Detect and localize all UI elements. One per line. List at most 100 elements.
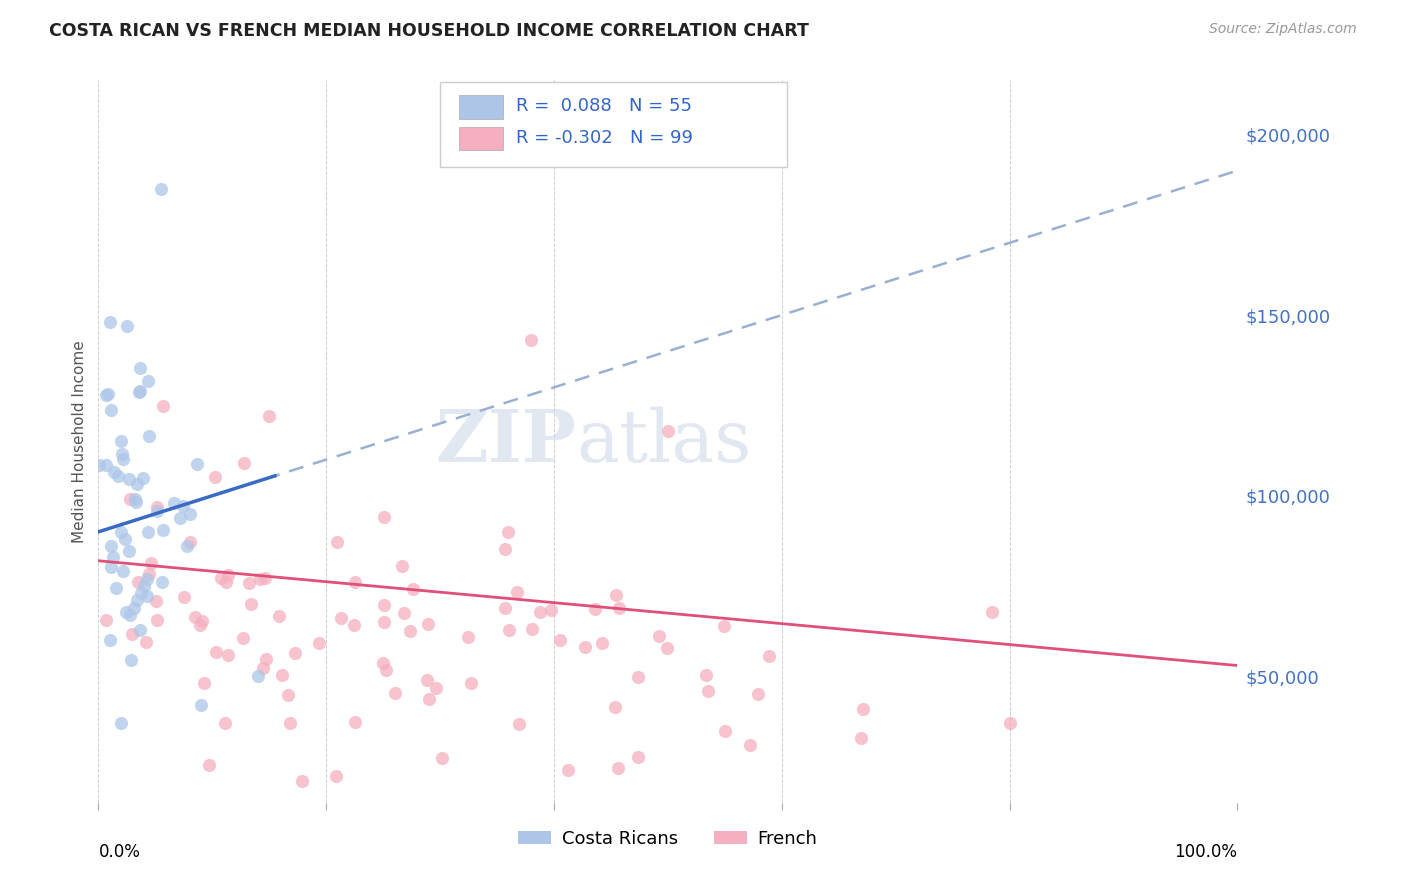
- Point: [132, 471, 155, 485]
- Point: [124, 491, 146, 506]
- Point: [110, 716, 132, 731]
- Point: [238, 576, 260, 591]
- Point: [246, 669, 269, 683]
- Point: [232, 631, 254, 645]
- Point: [267, 609, 290, 624]
- Point: [129, 384, 152, 398]
- Point: [980, 605, 1002, 619]
- Point: [152, 574, 174, 589]
- Point: [100, 403, 122, 417]
- Point: [118, 544, 141, 558]
- Point: [343, 617, 366, 632]
- Point: [112, 564, 135, 578]
- Point: [136, 375, 159, 389]
- Point: [494, 600, 516, 615]
- Point: [129, 586, 152, 600]
- Point: [179, 507, 201, 521]
- Point: [603, 700, 626, 714]
- Point: [132, 579, 155, 593]
- Point: [172, 499, 194, 513]
- Point: [214, 715, 236, 730]
- Point: [740, 738, 762, 752]
- FancyBboxPatch shape: [460, 95, 503, 119]
- Point: [343, 714, 366, 729]
- Point: [193, 675, 215, 690]
- Point: [94, 388, 117, 402]
- Point: [747, 687, 769, 701]
- Point: [254, 652, 277, 666]
- Point: [574, 640, 596, 654]
- Point: [150, 181, 173, 195]
- Text: R = -0.302   N = 99: R = -0.302 N = 99: [516, 129, 693, 147]
- Point: [325, 535, 347, 549]
- Point: [190, 698, 212, 713]
- Point: [120, 653, 142, 667]
- Point: [87, 458, 110, 472]
- Point: [120, 607, 142, 622]
- Point: [98, 633, 121, 648]
- Point: [325, 769, 347, 783]
- Point: [97, 386, 120, 401]
- Point: [506, 584, 529, 599]
- Text: ZIP: ZIP: [436, 406, 576, 477]
- Point: [114, 605, 136, 619]
- Point: [215, 574, 238, 589]
- Point: [520, 334, 543, 348]
- Point: [270, 667, 292, 681]
- Point: [100, 559, 122, 574]
- Point: [713, 619, 735, 633]
- Point: [173, 591, 195, 605]
- Point: [609, 601, 631, 615]
- Point: [188, 618, 211, 632]
- Point: [136, 589, 159, 603]
- Point: [548, 632, 571, 647]
- Point: [94, 458, 117, 472]
- Point: [110, 524, 132, 539]
- Point: [217, 648, 239, 663]
- Point: [278, 715, 301, 730]
- Text: R =  0.088   N = 55: R = 0.088 N = 55: [516, 97, 692, 115]
- Point: [540, 602, 562, 616]
- Point: [138, 566, 160, 581]
- Point: [330, 611, 353, 625]
- Point: [529, 605, 551, 619]
- Point: [121, 626, 143, 640]
- Text: 100.0%: 100.0%: [1174, 843, 1237, 861]
- Point: [169, 511, 191, 525]
- Point: [496, 524, 519, 539]
- Legend: Costa Ricans, French: Costa Ricans, French: [512, 822, 824, 855]
- Point: [239, 598, 262, 612]
- Point: [430, 751, 453, 765]
- Point: [114, 532, 136, 546]
- Point: [110, 447, 132, 461]
- Point: [522, 622, 544, 636]
- Point: [209, 571, 232, 585]
- Point: [259, 409, 281, 424]
- Point: [122, 600, 145, 615]
- Point: [232, 456, 254, 470]
- Point: [184, 610, 207, 624]
- Point: [591, 636, 613, 650]
- Point: [373, 509, 395, 524]
- Point: [277, 688, 299, 702]
- Point: [117, 318, 139, 333]
- Point: [145, 594, 167, 608]
- Point: [605, 588, 627, 602]
- Point: [101, 549, 124, 564]
- Point: [460, 676, 482, 690]
- Point: [998, 716, 1021, 731]
- Point: [391, 558, 413, 573]
- Point: [94, 613, 117, 627]
- Point: [253, 571, 276, 585]
- Point: [657, 424, 679, 438]
- Point: [138, 524, 160, 539]
- Point: [508, 716, 530, 731]
- Point: [125, 495, 148, 509]
- Point: [104, 582, 127, 596]
- Point: [425, 681, 447, 696]
- Point: [284, 646, 307, 660]
- Point: [186, 457, 208, 471]
- Point: [384, 686, 406, 700]
- Point: [179, 534, 201, 549]
- Point: [373, 598, 395, 612]
